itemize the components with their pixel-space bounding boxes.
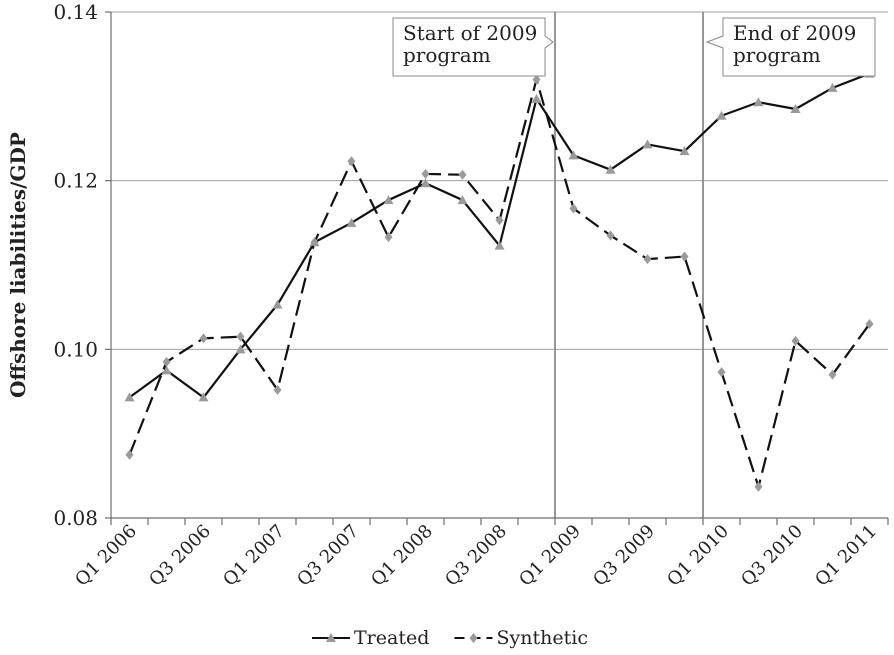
annotation-text: program — [733, 43, 821, 67]
treated-point — [235, 344, 246, 354]
synthetic-point — [606, 230, 615, 241]
x-tick-label: Q1 2010 — [663, 521, 733, 591]
treated-point — [642, 139, 653, 149]
legend-treated-label: Treated — [354, 627, 429, 649]
treated-point — [383, 195, 394, 205]
synthetic-point — [199, 333, 208, 344]
synthetic-point — [421, 168, 430, 179]
treated-point — [827, 82, 838, 92]
legend-synthetic-marker — [469, 633, 478, 643]
treated-point — [753, 97, 764, 107]
x-tick-label: Q3 2009 — [589, 521, 659, 591]
y-tick-label: 0.08 — [53, 506, 98, 530]
synthetic-point — [236, 331, 245, 342]
x-tick-label: Q1 2011 — [811, 521, 881, 591]
synthetic-point — [310, 237, 319, 248]
legend: Treated Synthetic — [312, 627, 588, 649]
treated-point — [161, 365, 172, 375]
synthetic-point — [384, 232, 393, 243]
synthetic-point — [680, 251, 689, 262]
x-tick-label: Q1 2009 — [515, 521, 585, 591]
treated-point — [346, 217, 357, 227]
treated-point — [457, 195, 468, 205]
synthetic-point — [791, 335, 800, 346]
treated-point — [679, 146, 690, 156]
y-tick-label: 0.14 — [53, 0, 98, 24]
synthetic-point — [532, 74, 541, 85]
synthetic-point — [643, 254, 652, 265]
x-tick-label: Q3 2008 — [441, 521, 511, 591]
annotation-text: program — [403, 43, 491, 67]
x-tick-label: Q1 2007 — [219, 521, 289, 591]
annotation-callout — [705, 17, 876, 77]
treated-point — [198, 392, 209, 402]
synthetic-point — [717, 367, 726, 378]
synthetic-point — [569, 203, 578, 214]
treated-point — [716, 110, 727, 120]
synthetic-point — [865, 319, 874, 330]
treated-point — [124, 392, 135, 402]
y-tick-label: 0.10 — [53, 337, 98, 361]
x-tick-label: Q3 2007 — [293, 521, 363, 591]
y-axis-label: Offshore liabilities/GDP — [6, 132, 30, 398]
synthetic-point — [754, 481, 763, 492]
x-tick-label: Q3 2006 — [145, 521, 215, 591]
synthetic-point — [273, 384, 282, 395]
legend-treated-marker — [326, 633, 336, 642]
legend-synthetic-label: Synthetic — [497, 627, 588, 649]
annotation-text: End of 2009 — [733, 21, 856, 45]
x-tick-label: Q1 2008 — [367, 521, 437, 591]
synthetic-point — [347, 156, 356, 167]
treated-point — [531, 93, 542, 103]
treated-point — [420, 178, 431, 188]
synthetic-point — [458, 169, 467, 180]
treated-point — [605, 164, 616, 174]
synthetic-point — [162, 356, 171, 367]
x-tick-label: Q3 2010 — [737, 521, 807, 591]
treated-point — [272, 299, 283, 309]
synthetic-point — [828, 369, 837, 380]
synthetic-series-line — [128, 78, 871, 488]
synthetic-point — [495, 215, 504, 226]
treated-point — [790, 103, 801, 113]
treated-point — [568, 150, 579, 160]
synthetic-point — [125, 449, 134, 460]
treated-point — [494, 240, 505, 250]
y-tick-label: 0.12 — [53, 169, 98, 193]
annotation-callout — [392, 17, 554, 77]
x-tick-label: Q1 2006 — [71, 521, 141, 591]
annotation-text: Start of 2009 — [403, 21, 537, 45]
